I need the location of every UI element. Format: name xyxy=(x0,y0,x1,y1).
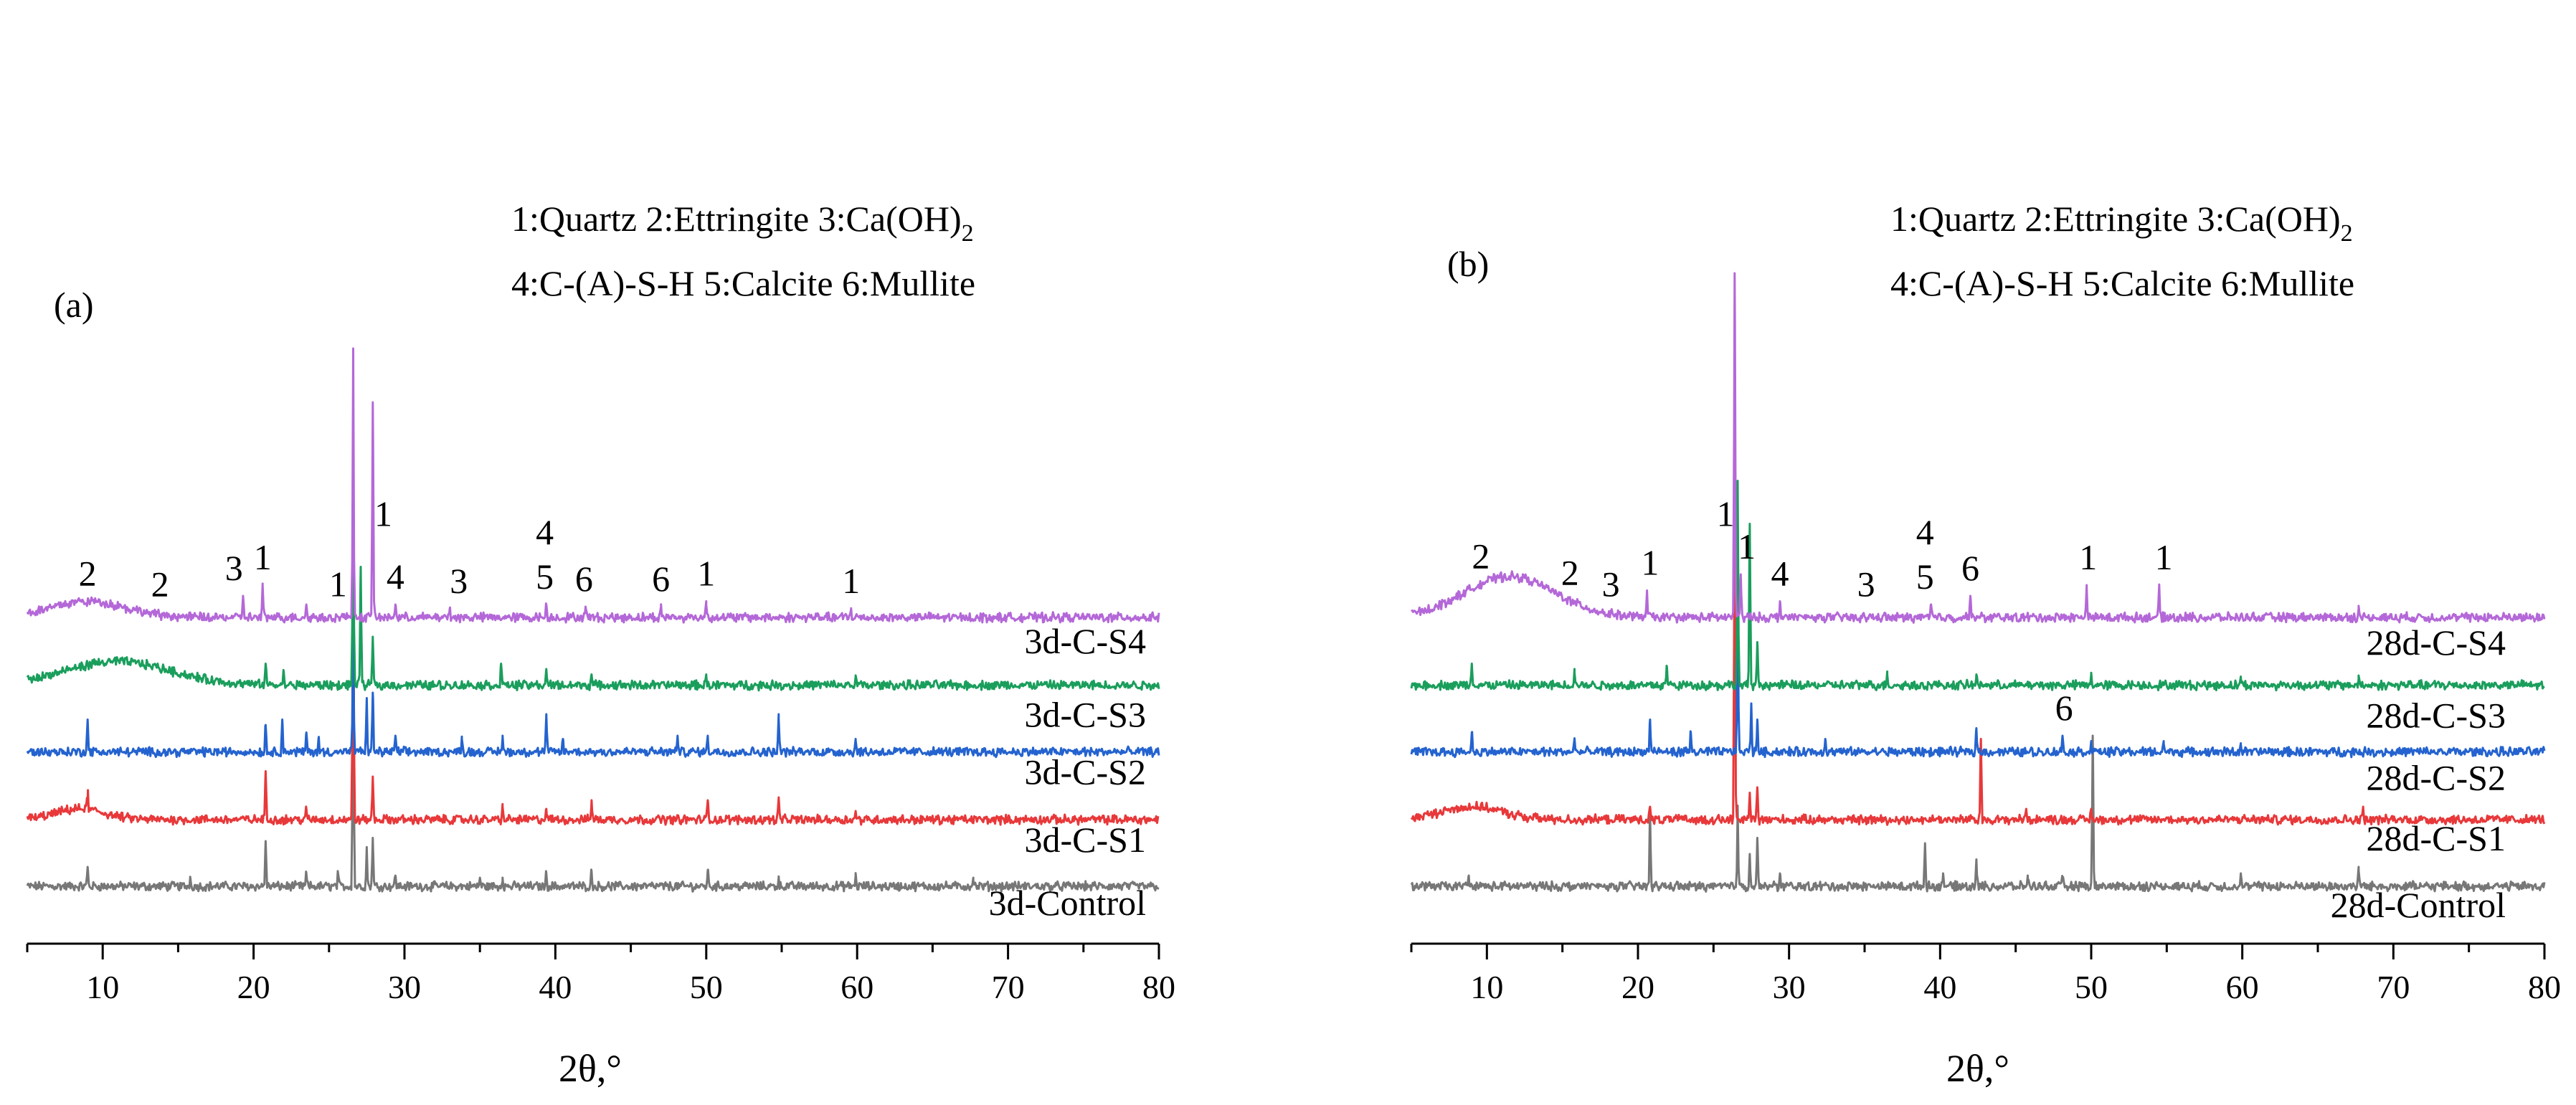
peak-annotation: 3 xyxy=(1602,564,1620,604)
curve-label-3d-C-S4: 3d-C-S4 xyxy=(1025,621,1146,661)
series-line-28d-C-S3 xyxy=(1410,480,2545,692)
x-tick-label: 80 xyxy=(2528,969,2561,1005)
panel-b-letter: (b) xyxy=(1447,244,1489,284)
series-line-3d-C-S1 xyxy=(26,495,1160,826)
panel-b-x-axis-title: 2θ,° xyxy=(1946,1047,2009,1090)
curve-label-28d-C-S4: 28d-C-S4 xyxy=(2367,622,2506,663)
x-tick-label: 30 xyxy=(388,969,421,1005)
curve-label-3d-C-S2: 3d-C-S2 xyxy=(1025,752,1146,792)
x-tick-label: 50 xyxy=(690,969,723,1005)
peak-annotation: 3 xyxy=(225,548,243,588)
x-tick-label: 20 xyxy=(237,969,270,1005)
curve-label-28d-Control: 28d-Control xyxy=(2331,885,2506,925)
peak-annotation: 3 xyxy=(1857,564,1875,604)
panel-b-x-axis: 10 20 30 40 50 60 70 80 xyxy=(1410,942,2561,1005)
peak-annotation: 4 xyxy=(1771,554,1789,594)
peak-annotation: 4 xyxy=(1916,512,1934,552)
x-tick-label: 50 xyxy=(2075,969,2108,1005)
peak-annotation: 1 xyxy=(1641,543,1659,583)
x-tick-label: 70 xyxy=(2377,969,2410,1005)
peak-annotation: 6 xyxy=(2055,688,2073,728)
panel-a-legend-line-2: 4:C-(A)-S-H 5:Calcite 6:Mullite xyxy=(511,263,975,303)
x-tick-label: 70 xyxy=(992,969,1025,1005)
peak-annotation: 2 xyxy=(1561,553,1579,593)
peak-annotation: 1 xyxy=(1717,494,1735,534)
x-tick-label: 40 xyxy=(1923,969,1956,1005)
panel-b: 10 20 30 40 50 60 70 80 (b) 1:Quartz 2:Ettringi… xyxy=(1410,199,2561,1090)
panel-b-legend-line-2: 4:C-(A)-S-H 5:Calcite 6:Mullite xyxy=(1890,263,2354,303)
curve-label-28d-C-S2: 28d-C-S2 xyxy=(2367,758,2506,798)
series-line-3d-C-S3 xyxy=(26,426,1160,692)
x-tick-label: 10 xyxy=(1470,969,1503,1005)
x-tick-label: 80 xyxy=(1142,969,1175,1005)
peak-annotation: 1 xyxy=(374,494,392,534)
peak-annotation: 2 xyxy=(79,554,97,594)
peak-annotation: 1 xyxy=(2155,537,2173,577)
panel-b-series xyxy=(1410,272,2546,893)
peak-annotation: 6 xyxy=(1961,548,1979,588)
series-line-28d-C-S2 xyxy=(1410,584,2546,759)
series-line-28d-Control xyxy=(1410,734,2546,893)
panel-a-legend-line-1: 1:Quartz 2:Ettringite 3:Ca(OH)2 xyxy=(511,199,974,247)
series-line-3d-Control xyxy=(26,561,1160,893)
curve-label-3d-C-S1: 3d-C-S1 xyxy=(1025,820,1146,860)
panel-a-curve-labels: 3d-Control 3d-C-S1 3d-C-S2 3d-C-S3 3d-C-S4 xyxy=(989,621,1146,923)
panel-b-legend-line-1: 1:Quartz 2:Ettringite 3:Ca(OH)2 xyxy=(1890,199,2353,247)
peak-annotation: 1 xyxy=(329,564,347,604)
peak-annotation: 2 xyxy=(1472,536,1490,576)
peak-annotation: 1 xyxy=(254,537,272,577)
x-tick-label: 10 xyxy=(86,969,119,1005)
x-tick-label: 20 xyxy=(1621,969,1654,1005)
peak-annotation: 5 xyxy=(536,556,554,597)
peak-annotation: 4 xyxy=(387,556,404,597)
peak-annotation: 3 xyxy=(450,561,468,601)
peak-annotation: 4 xyxy=(536,512,554,552)
peak-annotation: 6 xyxy=(652,559,670,599)
peak-annotation: 1 xyxy=(1738,526,1756,566)
peak-annotation: 1 xyxy=(2079,537,2097,577)
series-line-3d-C-S2 xyxy=(26,622,1160,759)
panel-a-letter: (a) xyxy=(54,285,94,325)
panel-b-curve-labels: 28d-Control 28d-C-S1 28d-C-S2 28d-C-S3 28d-C… xyxy=(2331,622,2506,925)
panel-a-series xyxy=(26,347,1160,893)
panel-a-x-axis-title: 2θ,° xyxy=(559,1047,622,1090)
series-line-28d-C-S1 xyxy=(1410,495,2546,826)
x-tick-label: 60 xyxy=(840,969,873,1005)
series-line-28d-C-S4 xyxy=(1410,272,2546,624)
x-tick-label: 40 xyxy=(539,969,572,1005)
peak-annotation: 1 xyxy=(842,561,860,601)
curve-label-3d-C-S3: 3d-C-S3 xyxy=(1025,695,1146,735)
x-tick-label: 60 xyxy=(2226,969,2259,1005)
peak-annotation: 5 xyxy=(1916,556,1934,597)
x-tick-label: 30 xyxy=(1773,969,1806,1005)
panel-a: 10 20 30 40 50 60 70 80 (a) 1:Quartz 2:Ettringi… xyxy=(26,199,1175,1090)
peak-annotation: 1 xyxy=(697,554,715,594)
curve-label-3d-Control: 3d-Control xyxy=(989,883,1146,923)
peak-annotation: 6 xyxy=(575,559,593,599)
peak-annotation: 2 xyxy=(151,564,169,604)
panel-a-x-axis: 10 20 30 40 50 60 70 80 xyxy=(26,942,1175,1005)
series-line-3d-C-S4 xyxy=(26,347,1160,624)
curve-label-28d-C-S1: 28d-C-S1 xyxy=(2367,818,2506,858)
curve-label-28d-C-S3: 28d-C-S3 xyxy=(2367,696,2506,736)
